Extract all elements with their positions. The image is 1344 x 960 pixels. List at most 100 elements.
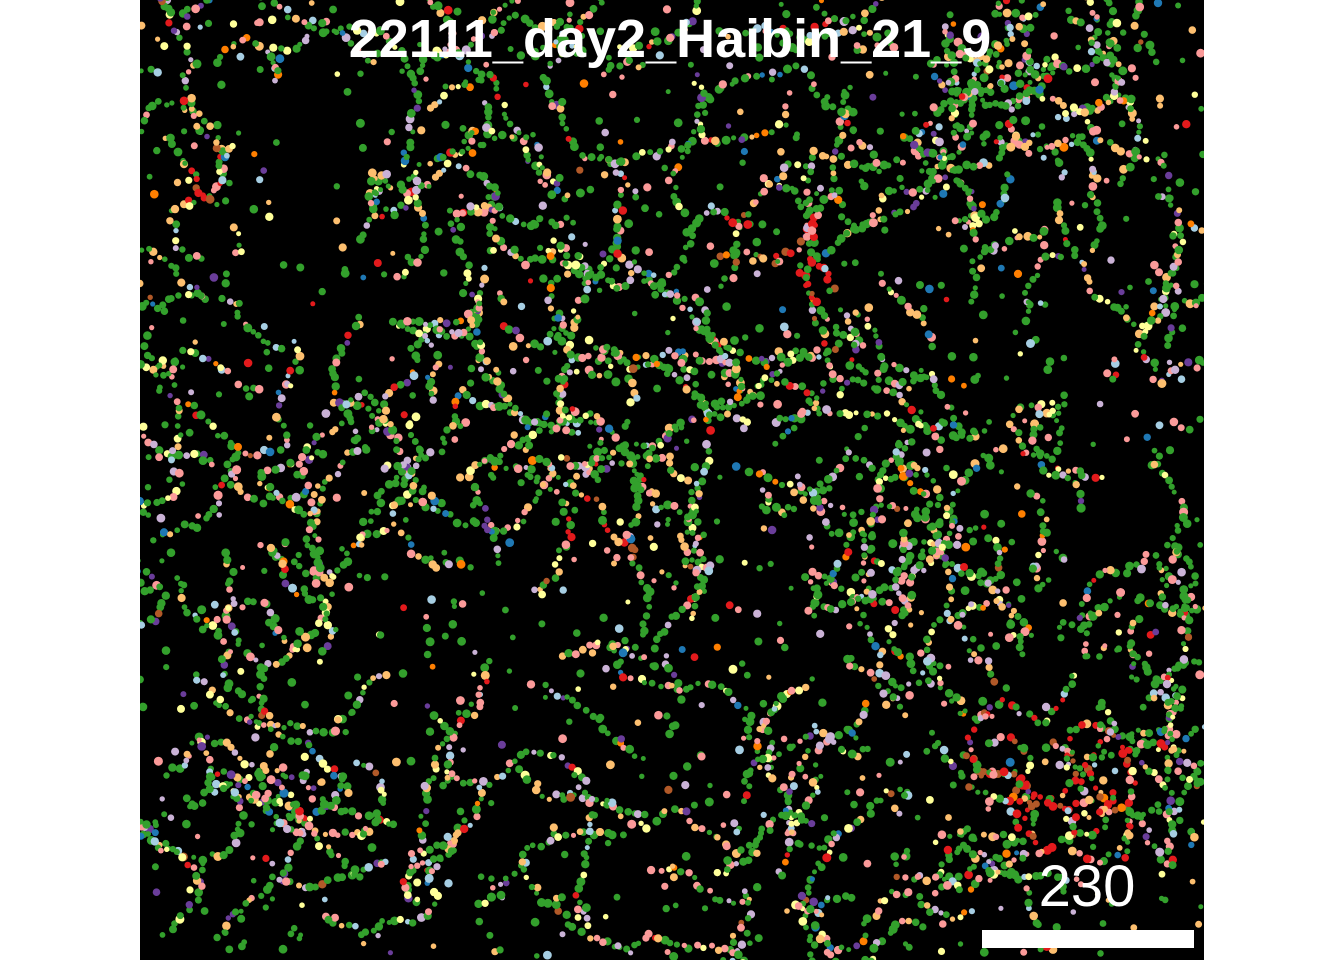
cell — [281, 634, 287, 641]
cell — [569, 406, 576, 412]
cell — [442, 319, 451, 328]
cell — [786, 480, 794, 488]
cell — [844, 379, 851, 386]
cell — [1106, 566, 1115, 575]
cell — [1042, 62, 1048, 68]
cell — [556, 547, 562, 554]
cell — [117, 504, 123, 510]
cell — [996, 199, 1005, 208]
cell — [891, 606, 900, 614]
cell — [279, 869, 287, 877]
cell — [987, 83, 994, 89]
cell — [937, 830, 947, 839]
cell — [808, 842, 815, 849]
cell — [222, 615, 231, 624]
cell — [1025, 282, 1032, 289]
cell — [1094, 28, 1103, 36]
cell — [1097, 859, 1103, 866]
cell — [899, 528, 908, 538]
cell — [634, 41, 644, 50]
cell — [872, 327, 878, 333]
cell — [979, 73, 989, 83]
cell — [596, 372, 603, 379]
cell — [694, 518, 702, 526]
cell — [969, 537, 978, 546]
cell — [359, 517, 368, 527]
cell — [961, 635, 968, 642]
cell — [51, 596, 59, 604]
cell — [664, 176, 673, 185]
cell — [338, 922, 345, 929]
cell — [962, 160, 972, 170]
cell — [543, 336, 553, 346]
cell — [993, 139, 999, 145]
cell — [779, 362, 785, 368]
cell — [1146, 827, 1152, 833]
cell — [904, 302, 912, 311]
cell — [575, 24, 584, 34]
cell — [536, 343, 545, 351]
cell — [676, 474, 685, 483]
cell — [90, 785, 96, 791]
cell — [803, 924, 809, 931]
cell — [677, 868, 685, 876]
cell — [1048, 455, 1056, 463]
cell — [284, 856, 292, 863]
cell — [1065, 68, 1073, 75]
cell — [164, 102, 170, 108]
cell — [935, 137, 944, 147]
cell — [694, 558, 702, 566]
cell — [561, 406, 569, 414]
cell — [438, 448, 446, 456]
cell — [437, 718, 444, 724]
cell — [384, 527, 390, 534]
cell — [839, 330, 848, 339]
cell — [982, 789, 989, 796]
cell — [1002, 0, 1011, 5]
cell — [981, 215, 991, 224]
cell — [1032, 919, 1041, 927]
cell — [454, 217, 460, 223]
cell — [473, 204, 480, 211]
cell — [112, 805, 118, 811]
cell — [582, 776, 591, 785]
cell — [53, 278, 61, 286]
cell — [1056, 210, 1064, 217]
cell — [443, 735, 451, 743]
cell — [258, 699, 265, 706]
cell — [679, 348, 687, 355]
cell — [183, 42, 191, 50]
cell — [393, 446, 401, 454]
cell — [585, 279, 592, 286]
cell — [952, 123, 959, 129]
cell — [830, 175, 838, 183]
cell — [546, 796, 552, 802]
cell — [183, 608, 191, 617]
cell — [506, 214, 515, 223]
cell — [165, 495, 171, 501]
cell — [963, 132, 972, 141]
cell — [1062, 136, 1069, 144]
cell — [167, 392, 173, 399]
cell — [921, 539, 927, 545]
cell — [896, 590, 902, 596]
cell — [131, 619, 139, 627]
cell — [820, 380, 827, 387]
cell — [0, 765, 3, 770]
cell — [898, 398, 906, 406]
cell — [1076, 765, 1084, 772]
cell — [493, 85, 500, 92]
cell — [827, 245, 836, 255]
cell — [1086, 581, 1093, 588]
cell — [689, 529, 696, 536]
cell — [621, 441, 630, 449]
cell — [1014, 102, 1022, 110]
cell — [273, 813, 280, 820]
cell — [800, 175, 807, 182]
cell — [329, 591, 335, 597]
cell — [864, 745, 871, 753]
cell — [829, 164, 837, 171]
cell — [1005, 236, 1014, 246]
cell — [599, 938, 607, 946]
cell — [891, 188, 897, 194]
